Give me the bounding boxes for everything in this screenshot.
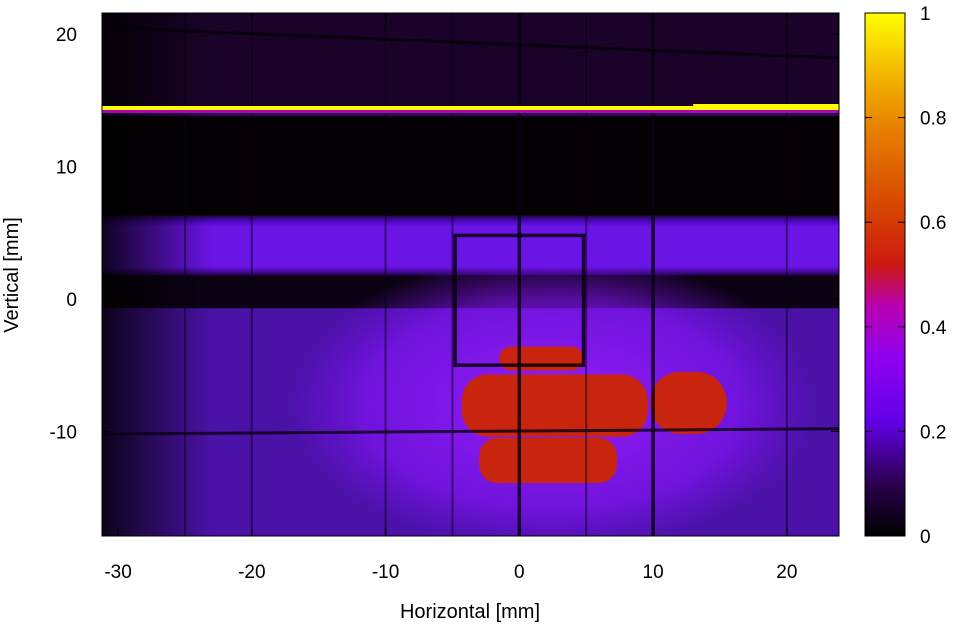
x-tick-label: 20: [776, 562, 797, 583]
colorbar-tick-label: 0.2: [920, 422, 946, 443]
beam-spot-bottom-lobe: [479, 438, 617, 484]
y-tick-label: -10: [50, 422, 77, 443]
top-shadow-line: [102, 26, 839, 60]
bright-line-step: [693, 104, 839, 109]
x-axis: -30 -20 -10 0 10 20: [104, 13, 797, 583]
plot-frame: [101, 12, 840, 537]
colorbar-axis: 0 0.2 0.4 0.6 0.8 1: [865, 4, 947, 548]
y-tick-label: 0: [66, 290, 77, 311]
colorbar-tick-label: 0: [920, 527, 931, 548]
x-tick-label: -10: [372, 562, 399, 583]
beam-spot-right-lobe: [650, 371, 727, 435]
left-shadow: [102, 13, 212, 536]
colorbar-tick-label: 0.6: [920, 213, 946, 234]
beam-spot-core: [461, 374, 648, 437]
aperture-frame: [453, 233, 586, 367]
x-axis-title: Horizontal [mm]: [400, 601, 540, 623]
bottom-shadow-line: [102, 427, 839, 436]
x-tick-label: 10: [643, 562, 664, 583]
bright-line-underglow: [102, 109, 839, 114]
colorbar-tick-label: 0.4: [920, 318, 947, 339]
colorbar-tick-label: 1: [920, 4, 931, 25]
y-tick-label: 20: [56, 25, 77, 46]
bright-line: [102, 106, 839, 111]
x-tick-label: -20: [238, 562, 265, 583]
dark-band: [102, 116, 839, 216]
colorbar-tick-label: 0.8: [920, 109, 946, 130]
colorbar: [864, 12, 906, 537]
y-axis: -10 0 10 20: [50, 25, 839, 443]
y-tick-label: 10: [56, 158, 77, 179]
x-tick-label: -30: [104, 562, 131, 583]
heatmap-image: [102, 13, 839, 536]
x-tick-label: 0: [514, 562, 525, 583]
top-region: [102, 13, 839, 108]
y-axis-title: Vertical [mm]: [1, 217, 23, 333]
